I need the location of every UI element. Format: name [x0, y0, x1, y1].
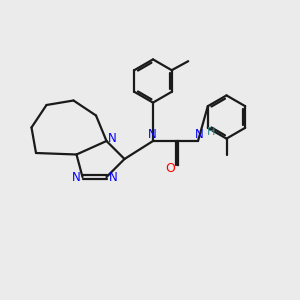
Text: H: H: [206, 127, 215, 137]
Text: N: N: [107, 132, 116, 145]
Text: N: N: [71, 171, 80, 184]
Text: N: N: [109, 171, 118, 184]
Text: N: N: [148, 128, 157, 141]
Text: O: O: [165, 162, 175, 175]
Text: N: N: [195, 128, 204, 141]
